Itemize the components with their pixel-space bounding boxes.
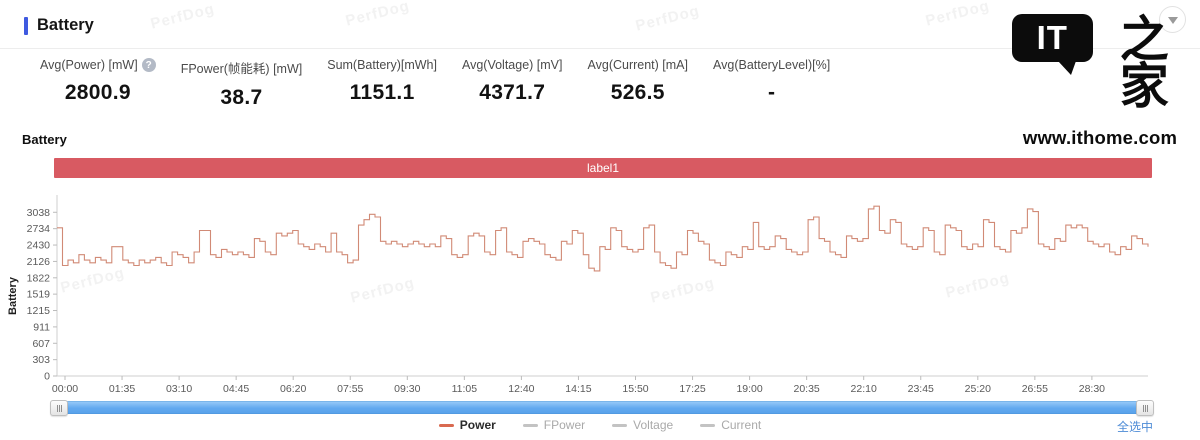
- stats-row: Avg(Power) [mW]? 2800.9 FPower(帧能耗) [mW] 38…: [38, 58, 832, 110]
- stat-label: Avg(Power) [mW]: [40, 58, 138, 72]
- stat-label: Sum(Battery)[mWh]: [327, 58, 437, 72]
- stat-value: 526.5: [610, 81, 665, 104]
- power-series-line: [57, 205, 1149, 272]
- stat-value: 1151.1: [349, 81, 415, 104]
- help-icon[interactable]: ?: [141, 58, 156, 72]
- stat-0: Avg(Power) [mW]? 2800.9: [38, 58, 158, 110]
- title-accent-bar: [24, 16, 28, 35]
- chart-label-banner: label1: [54, 158, 1152, 178]
- x-tick-label: 12:40: [508, 383, 534, 395]
- x-tick-label: 26:55: [1022, 383, 1048, 395]
- perfdog-watermark: PerfDog: [633, 2, 702, 35]
- legend-item-voltage[interactable]: Voltage: [612, 418, 673, 432]
- stat-2: Sum(Battery)[mWh] 1151.1: [325, 58, 439, 110]
- legend-dash-icon: [438, 423, 454, 427]
- y-axis-title: Battery: [7, 277, 19, 315]
- x-tick-label: 20:35: [794, 383, 820, 395]
- stat-value: 4371.7: [479, 81, 546, 104]
- stat-label: FPower(帧能耗) [mW]: [180, 62, 303, 76]
- x-tick-label: 11:05: [452, 383, 478, 395]
- x-tick-label: 14:15: [565, 383, 591, 395]
- x-tick-label: 15:50: [622, 383, 648, 395]
- y-tick-label: 1215: [27, 305, 51, 317]
- legend-dash-icon: [700, 423, 716, 427]
- header-divider: [0, 48, 1200, 49]
- y-tick-label: 607: [32, 338, 50, 350]
- y-tick-label: 2430: [27, 240, 51, 252]
- chart-section-title: Battery: [22, 132, 67, 147]
- legend-item-power[interactable]: Power: [438, 418, 496, 432]
- x-tick-label: 22:10: [851, 383, 877, 395]
- legend-dash-icon: [612, 423, 628, 427]
- stat-value: 38.7: [220, 86, 263, 109]
- x-tick-label: 03:10: [166, 383, 192, 395]
- chart-legend: Power FPower Voltage Current: [0, 418, 1200, 432]
- x-tick-label: 17:25: [679, 383, 705, 395]
- perfdog-watermark: PerfDog: [343, 0, 412, 30]
- stat-5: Avg(BatteryLevel)[%] -: [711, 58, 832, 110]
- legend-label: Current: [721, 418, 762, 432]
- x-tick-label: 23:45: [908, 383, 934, 395]
- legend-item-fpower[interactable]: FPower: [522, 418, 586, 432]
- y-tick-label: 0: [44, 371, 50, 383]
- banner-label: label1: [586, 161, 620, 175]
- perfdog-watermark: PerfDog: [148, 0, 217, 33]
- ithome-logo: IT 之家 www.ithome.com: [1012, 6, 1188, 149]
- stat-label: Avg(BatteryLevel)[%]: [713, 58, 831, 72]
- y-tick-label: 3038: [27, 207, 51, 219]
- ithome-zhijia-text: 之家: [1119, 10, 1169, 115]
- x-tick-label: 07:55: [337, 383, 363, 395]
- stat-value: 2800.9: [64, 81, 131, 104]
- y-tick-label: 911: [33, 321, 50, 333]
- x-tick-label: 25:20: [965, 383, 991, 395]
- select-all-link[interactable]: 全选中: [1116, 420, 1153, 434]
- triangle-down-icon: [1167, 17, 1178, 24]
- stat-3: Avg(Voltage) [mV] 4371.7: [460, 58, 565, 110]
- scrollbar-right-handle[interactable]: [1136, 400, 1154, 416]
- stat-4: Avg(Current) [mA] 526.5: [586, 58, 691, 110]
- page-title: Battery: [37, 16, 94, 34]
- scrollbar-left-handle[interactable]: [50, 400, 68, 416]
- x-tick-label: 06:20: [280, 383, 306, 395]
- legend-label: Power: [459, 418, 496, 432]
- scrollbar-track[interactable]: [59, 401, 1145, 414]
- ithome-it-text: IT: [1036, 19, 1068, 56]
- ithome-logo-row: IT 之家: [1012, 10, 1188, 115]
- stat-label: Avg(Current) [mA]: [587, 58, 689, 72]
- x-tick-label: 09:30: [394, 383, 420, 395]
- x-tick-label: 28:30: [1079, 383, 1105, 395]
- ithome-url: www.ithome.com: [1022, 127, 1178, 149]
- x-tick-label: 04:45: [223, 383, 249, 395]
- chart-scrollbar[interactable]: [50, 400, 1154, 416]
- battery-chart[interactable]: 3038 2734 2430 2126 1822 1519 1215 911 607 303 000…: [20, 190, 1160, 400]
- stat-label: Avg(Voltage) [mV]: [461, 58, 563, 72]
- x-tick-label: 19:00: [736, 383, 762, 395]
- y-tick-label: 303: [32, 354, 50, 366]
- y-tick-label: 1822: [27, 272, 51, 284]
- stat-value: -: [767, 81, 776, 104]
- legend-label: FPower: [543, 418, 586, 432]
- y-tick-label: 1519: [27, 289, 51, 301]
- legend-label: Voltage: [633, 418, 674, 432]
- perfdog-watermark: PerfDog: [923, 0, 992, 30]
- y-tick-label: 2126: [27, 256, 51, 268]
- page-header: Battery: [24, 16, 94, 35]
- y-tick-label: 2734: [27, 223, 51, 235]
- legend-dash-icon: [522, 423, 538, 427]
- bubble-tail: [1058, 61, 1076, 75]
- legend-item-current[interactable]: Current: [700, 418, 761, 432]
- ithome-bubble-logo: IT: [1012, 14, 1093, 75]
- x-tick-label: 00:00: [52, 383, 78, 395]
- stat-1: FPower(帧能耗) [mW] 38.7: [179, 58, 305, 110]
- x-tick-label: 01:35: [109, 383, 135, 395]
- float-button[interactable]: [1159, 6, 1186, 33]
